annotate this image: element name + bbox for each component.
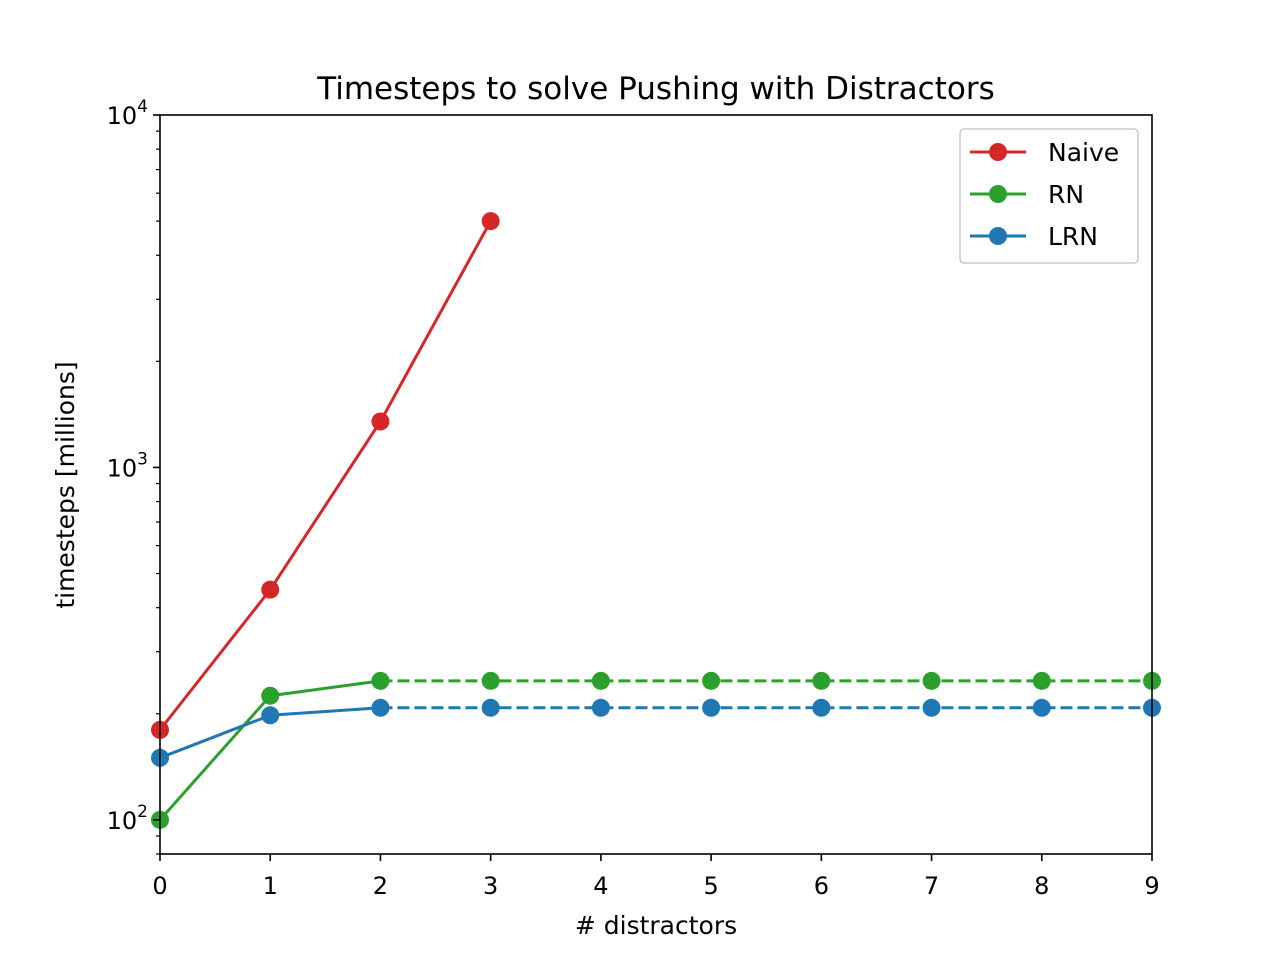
- data-point-lrn: [702, 698, 721, 717]
- data-point-rn: [702, 671, 721, 690]
- x-tick-label: 0: [152, 872, 167, 900]
- data-point-rn: [1032, 671, 1051, 690]
- legend-label-rn: RN: [1048, 180, 1084, 209]
- legend: Naive RN LRN: [959, 128, 1139, 264]
- x-tick-label: 1: [263, 872, 278, 900]
- x-tick-label: 9: [1144, 872, 1159, 900]
- series-line-naive: [158, 219, 493, 732]
- x-tick-label: 6: [814, 872, 829, 900]
- data-point-lrn: [371, 698, 390, 717]
- x-tick-label: 4: [593, 872, 608, 900]
- legend-box: [959, 128, 1139, 264]
- data-point-rn: [371, 671, 390, 690]
- data-point-lrn: [261, 706, 280, 725]
- chart-title: Timesteps to solve Pushing with Distract…: [316, 71, 995, 107]
- data-point-rn: [812, 671, 831, 690]
- data-point-naive: [481, 212, 500, 231]
- x-tick-label: 5: [703, 872, 718, 900]
- data-point-lrn: [591, 698, 610, 717]
- x-tick-label: 7: [924, 872, 939, 900]
- legend-marker-rn: [989, 185, 1007, 203]
- data-point-lrn: [1032, 698, 1051, 717]
- legend-label-naive: Naive: [1048, 138, 1119, 167]
- plot-frame: [159, 114, 1153, 855]
- y-tick-label: 103: [107, 449, 148, 482]
- y-tick-label: 102: [107, 802, 148, 835]
- data-point-naive: [371, 412, 390, 431]
- y-tick-label: 104: [107, 97, 148, 130]
- data-point-rn: [481, 671, 500, 690]
- x-tick-label: 8: [1034, 872, 1049, 900]
- x-axis: 0 1 2 3 4 5 6 7 8 9: [152, 854, 1160, 900]
- data-point-rn: [591, 671, 610, 690]
- x-tick-label: 2: [373, 872, 388, 900]
- data-point-lrn: [481, 698, 500, 717]
- y-axis-label: timesteps [millions]: [51, 361, 80, 608]
- data-point-lrn: [812, 698, 831, 717]
- data-point-rn: [261, 686, 280, 705]
- x-tick-label: 3: [483, 872, 498, 900]
- data-point-lrn: [922, 698, 941, 717]
- legend-label-lrn: LRN: [1048, 222, 1098, 251]
- legend-marker-naive: [989, 143, 1007, 161]
- x-axis-label: # distractors: [575, 911, 737, 940]
- data-point-rn: [922, 671, 941, 690]
- data-point-naive: [261, 580, 280, 599]
- legend-marker-lrn: [989, 227, 1007, 245]
- y-axis: 102 103 104: [107, 97, 160, 855]
